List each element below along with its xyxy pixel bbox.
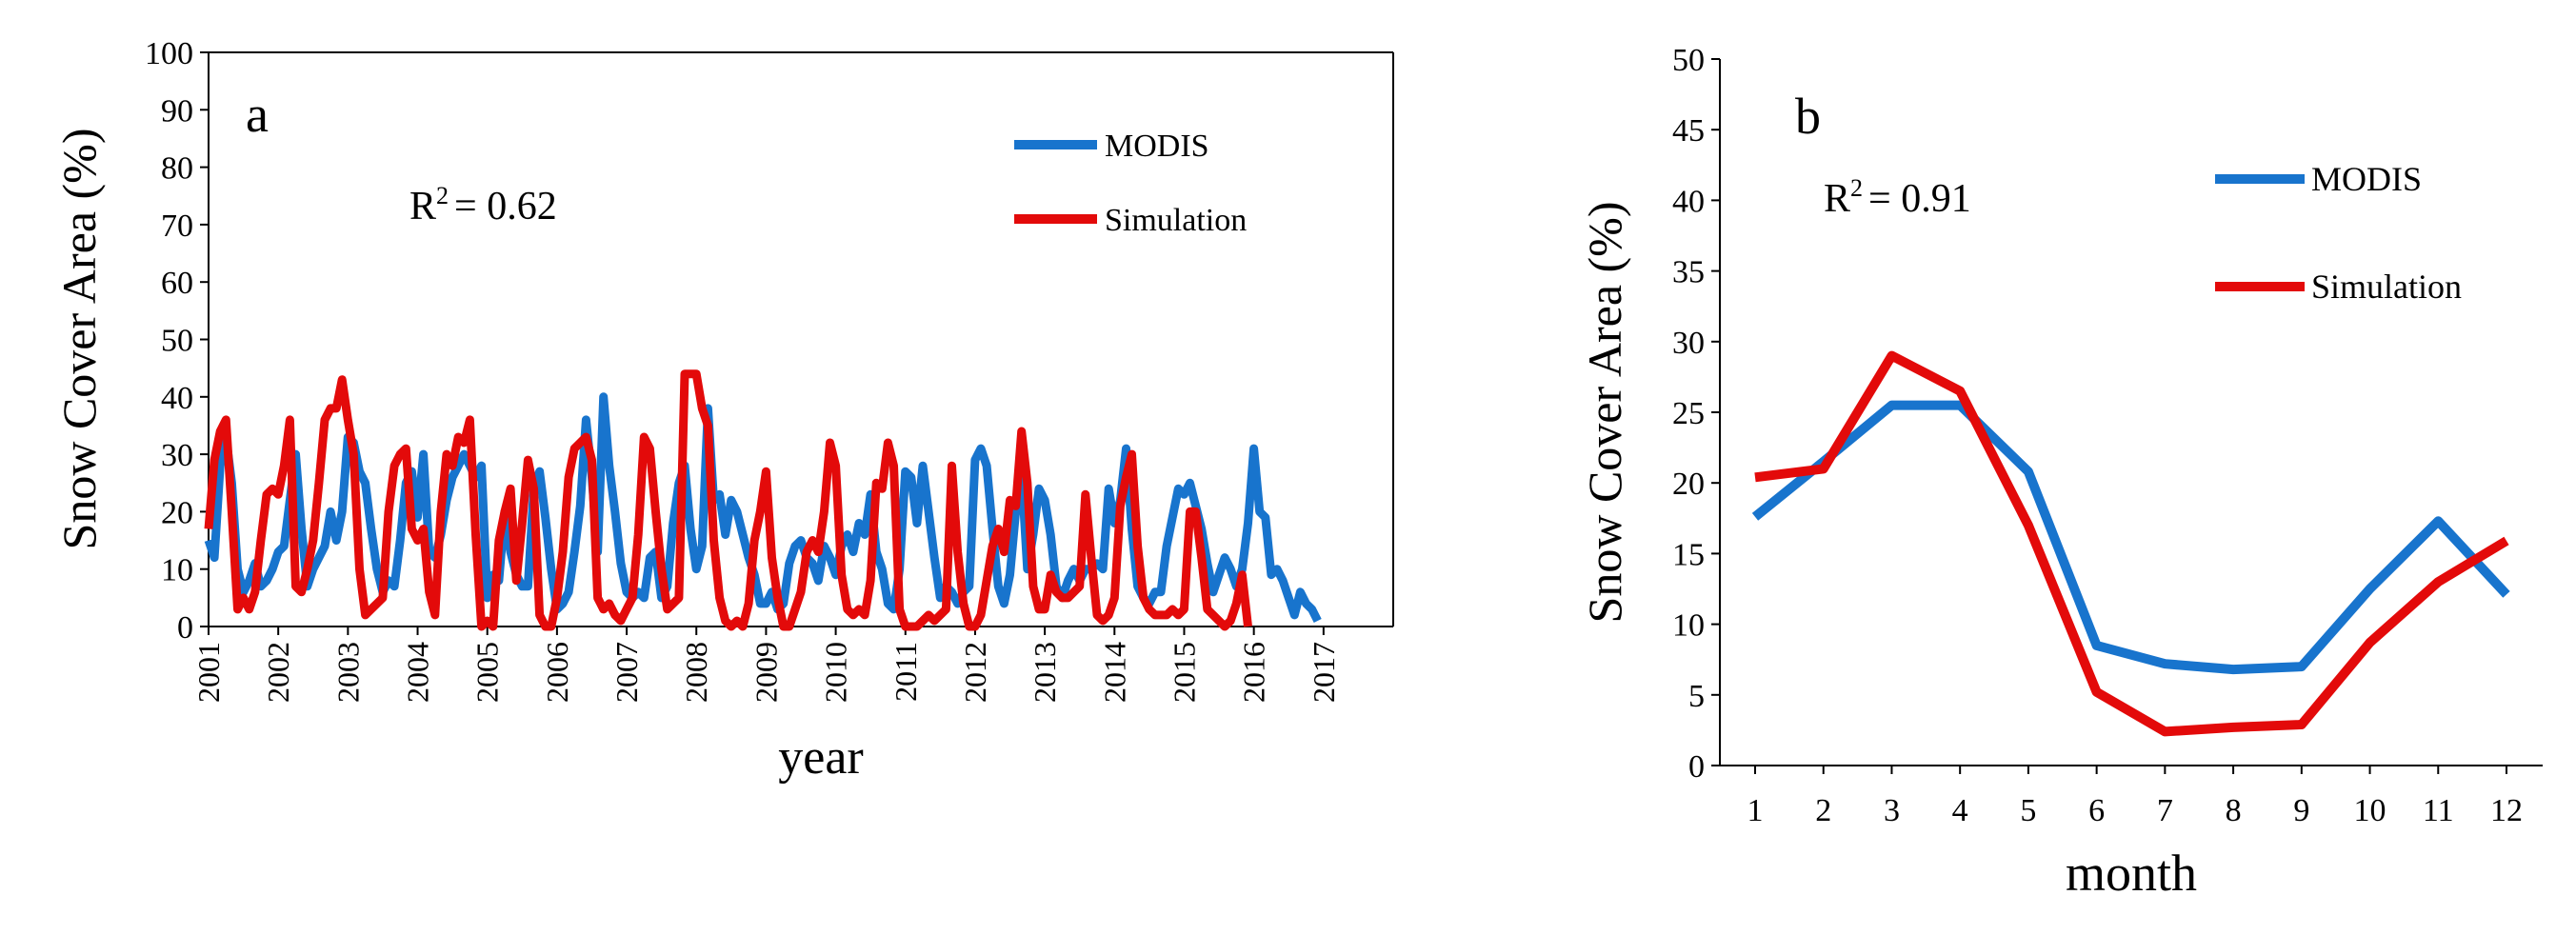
y-axis-title-b: Snow Cover Area (%)	[1578, 202, 1631, 624]
x-tick-label: 2002	[261, 642, 295, 703]
y-ticks-a: 0 10 20 30 40 50 60 70 80 90 100	[145, 36, 209, 646]
y-tick-label: 0	[1688, 749, 1705, 785]
x-axis-title-b: month	[2066, 845, 2197, 902]
y-axis-title-a: Snow Cover Area (%)	[52, 129, 106, 550]
x-tick-label: 2015	[1167, 642, 1201, 703]
x-tick-label: 11	[2423, 793, 2454, 828]
y-tick-label: 40	[1672, 184, 1705, 219]
series-line-simulation	[204, 369, 1252, 631]
x-tick-label: 6	[2088, 793, 2105, 828]
legend-a: MODIS Simulation	[1014, 129, 1247, 238]
series-lines-b	[1751, 350, 2510, 737]
x-tick-label: 10	[2354, 793, 2386, 828]
panel-label-b: b	[1795, 88, 1821, 145]
y-tick-label: 5	[1688, 679, 1705, 714]
series-line-modis	[1751, 400, 2510, 675]
x-ticks-b: 1 2 3 4 5 6 7 8 9 10 11 12	[1747, 766, 2523, 828]
y-tick-label: 90	[161, 93, 193, 129]
y-tick-label: 15	[1672, 537, 1705, 572]
legend-label-simulation-a: Simulation	[1105, 203, 1247, 238]
r-squared-b: R2 = 0.91	[1824, 174, 1971, 221]
r-squared-a: R2 = 0.62	[409, 182, 557, 229]
x-tick-label: 3	[1884, 793, 1900, 828]
x-tick-label: 2006	[540, 642, 574, 703]
x-ticks-a: 2001 2002 2003 2004 2005 2006 2007 2008 2009 2010…	[191, 627, 1341, 703]
legend-label-modis-b: MODIS	[2311, 160, 2422, 198]
y-tick-label: 50	[161, 324, 193, 359]
x-axis-title-a: year	[778, 730, 863, 785]
legend-label-modis-a: MODIS	[1105, 129, 1209, 164]
x-tick-label: 2007	[609, 642, 644, 703]
x-tick-label: 2011	[889, 642, 923, 702]
series-lines-a	[204, 369, 1322, 631]
x-tick-label: 2013	[1028, 642, 1062, 703]
x-tick-label: 4	[1952, 793, 1968, 828]
y-tick-label: 60	[161, 266, 193, 301]
series-line-simulation	[1754, 350, 2509, 737]
y-tick-label: 70	[161, 209, 193, 244]
x-tick-label: 2	[1815, 793, 1831, 828]
x-tick-label: 12	[2490, 793, 2523, 828]
x-tick-label: 2003	[330, 642, 365, 703]
y-tick-label: 50	[1672, 43, 1705, 78]
x-tick-label: 9	[2293, 793, 2309, 828]
x-tick-label: 2004	[401, 642, 435, 703]
chart-panel-a: 2001 2002 2003 2004 2005 2006 2007 2008 2009 2010…	[52, 36, 1394, 785]
y-tick-label: 10	[161, 553, 193, 588]
y-tick-label: 20	[1672, 467, 1705, 502]
y-tick-label: 30	[1672, 326, 1705, 361]
x-tick-label: 5	[2020, 793, 2036, 828]
x-tick-label: 2005	[470, 642, 505, 703]
y-tick-label: 45	[1672, 113, 1705, 149]
x-tick-label: 2016	[1237, 642, 1271, 703]
y-tick-label: 30	[161, 438, 193, 473]
y-tick-label: 0	[177, 610, 193, 646]
series-line-modis	[204, 392, 1322, 624]
x-tick-label: 2017	[1307, 642, 1341, 703]
x-tick-label: 7	[2157, 793, 2173, 828]
y-tick-label: 25	[1672, 396, 1705, 431]
y-tick-label: 10	[1672, 608, 1705, 644]
x-tick-label: 2001	[191, 642, 226, 703]
x-tick-label: 2012	[958, 642, 992, 703]
y-tick-label: 100	[145, 36, 193, 71]
y-tick-label: 40	[161, 381, 193, 416]
panel-label-a: a	[246, 86, 269, 143]
x-tick-label: 1	[1747, 793, 1764, 828]
y-tick-label: 20	[161, 495, 193, 530]
y-ticks-b: 0 5 10 15 20 25 30 35 40 45 50	[1672, 43, 1720, 785]
x-tick-label: 2014	[1097, 642, 1131, 703]
legend-b: MODIS Simulation	[2215, 160, 2462, 306]
x-tick-label: 2008	[679, 642, 713, 703]
legend-label-simulation-b: Simulation	[2311, 268, 2462, 306]
x-tick-label: 8	[2226, 793, 2242, 828]
x-tick-label: 2010	[819, 642, 853, 703]
x-tick-label: 2009	[749, 642, 783, 703]
y-tick-label: 80	[161, 151, 193, 187]
y-tick-label: 35	[1672, 255, 1705, 290]
